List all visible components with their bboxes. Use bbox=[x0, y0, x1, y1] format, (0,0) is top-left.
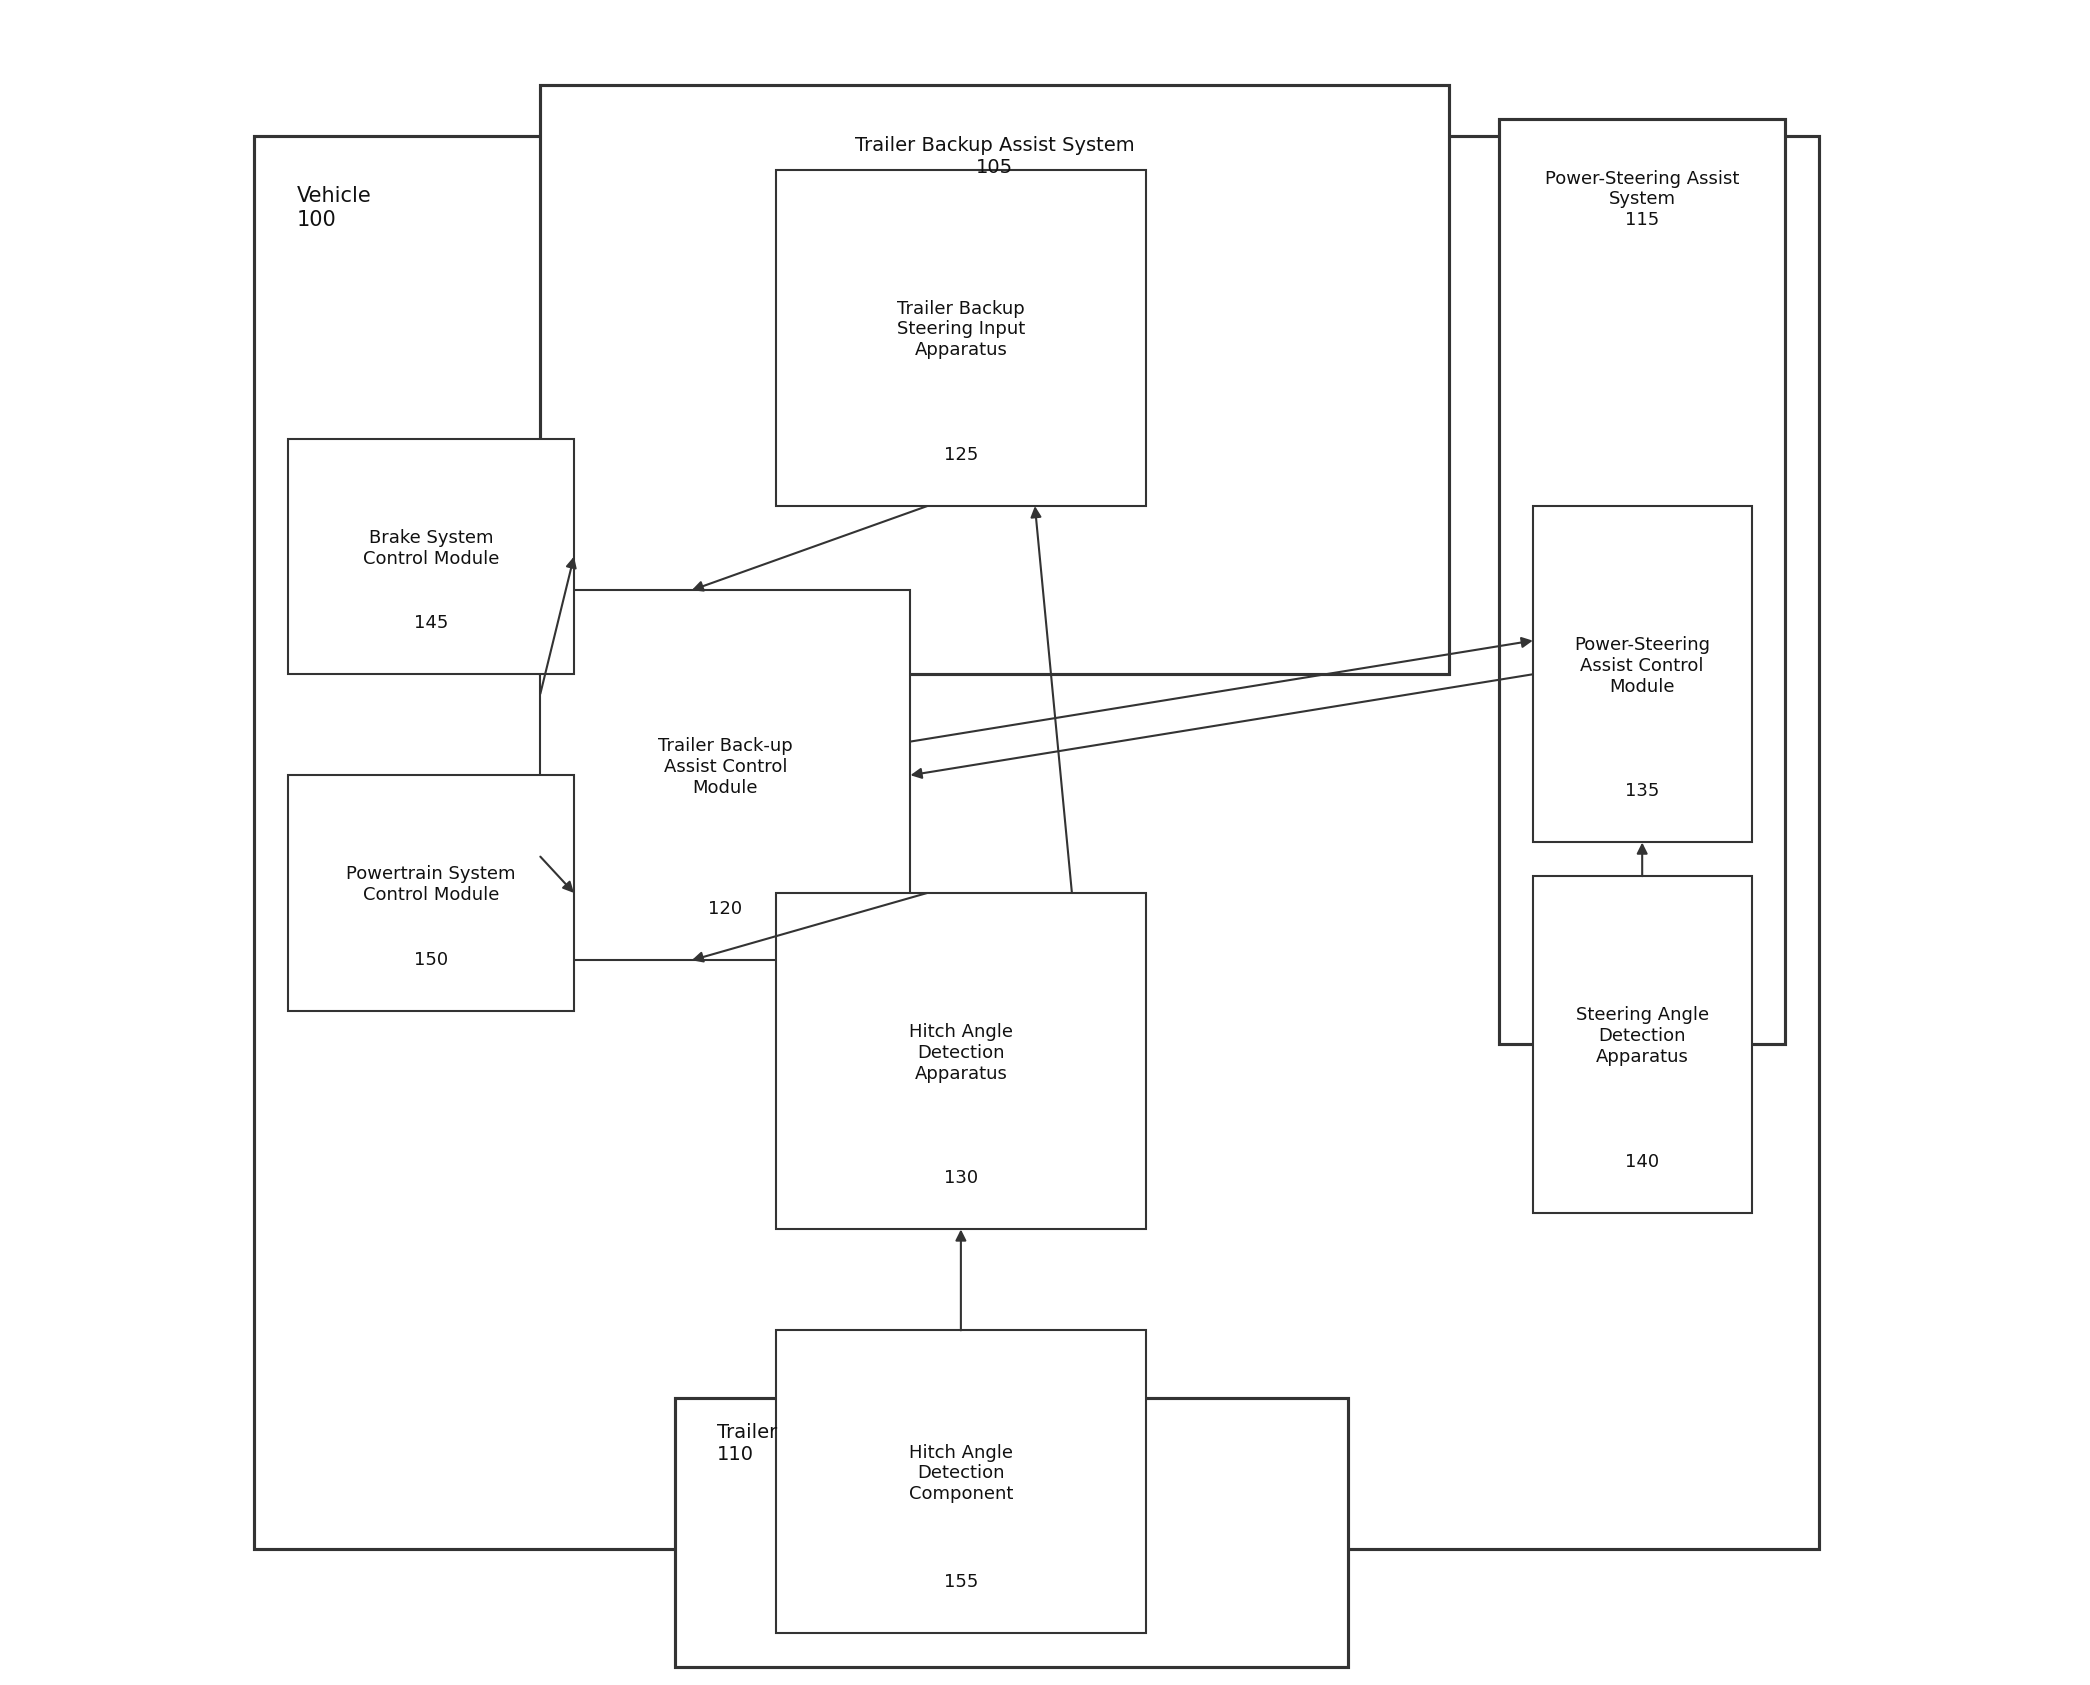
FancyBboxPatch shape bbox=[288, 775, 575, 1011]
Text: Vehicle
100: Vehicle 100 bbox=[297, 187, 372, 229]
Text: Trailer Backup
Steering Input
Apparatus: Trailer Backup Steering Input Apparatus bbox=[897, 300, 1024, 359]
Text: Power-Steering
Assist Control
Module: Power-Steering Assist Control Module bbox=[1574, 635, 1710, 696]
Text: Steering Angle
Detection
Apparatus: Steering Angle Detection Apparatus bbox=[1576, 1006, 1710, 1065]
FancyBboxPatch shape bbox=[541, 590, 911, 960]
FancyBboxPatch shape bbox=[288, 438, 575, 674]
FancyBboxPatch shape bbox=[1532, 506, 1751, 842]
FancyBboxPatch shape bbox=[775, 893, 1145, 1230]
Text: Hitch Angle
Detection
Component: Hitch Angle Detection Component bbox=[909, 1444, 1014, 1503]
Text: Power-Steering Assist
System
115: Power-Steering Assist System 115 bbox=[1545, 170, 1739, 229]
Text: Trailer Backup Assist System
105: Trailer Backup Assist System 105 bbox=[855, 136, 1135, 177]
Text: 155: 155 bbox=[945, 1574, 978, 1591]
Text: 145: 145 bbox=[414, 615, 447, 632]
Text: Hitch Angle
Detection
Apparatus: Hitch Angle Detection Apparatus bbox=[909, 1023, 1014, 1082]
Text: 120: 120 bbox=[709, 900, 742, 918]
FancyBboxPatch shape bbox=[255, 136, 1818, 1549]
Text: 140: 140 bbox=[1626, 1153, 1659, 1171]
FancyBboxPatch shape bbox=[775, 1331, 1145, 1633]
Text: Brake System
Control Module: Brake System Control Module bbox=[364, 529, 500, 568]
FancyBboxPatch shape bbox=[675, 1397, 1348, 1666]
Text: 150: 150 bbox=[414, 950, 447, 969]
FancyBboxPatch shape bbox=[541, 86, 1448, 674]
FancyBboxPatch shape bbox=[775, 170, 1145, 506]
FancyBboxPatch shape bbox=[1532, 876, 1751, 1213]
Text: Trailer
110: Trailer 110 bbox=[717, 1422, 777, 1464]
Text: 130: 130 bbox=[945, 1169, 978, 1188]
Text: Trailer Back-up
Assist Control
Module: Trailer Back-up Assist Control Module bbox=[658, 736, 792, 797]
Text: Powertrain System
Control Module: Powertrain System Control Module bbox=[347, 864, 516, 903]
FancyBboxPatch shape bbox=[1499, 120, 1785, 1045]
Text: 125: 125 bbox=[945, 447, 978, 463]
Text: 135: 135 bbox=[1626, 782, 1659, 800]
